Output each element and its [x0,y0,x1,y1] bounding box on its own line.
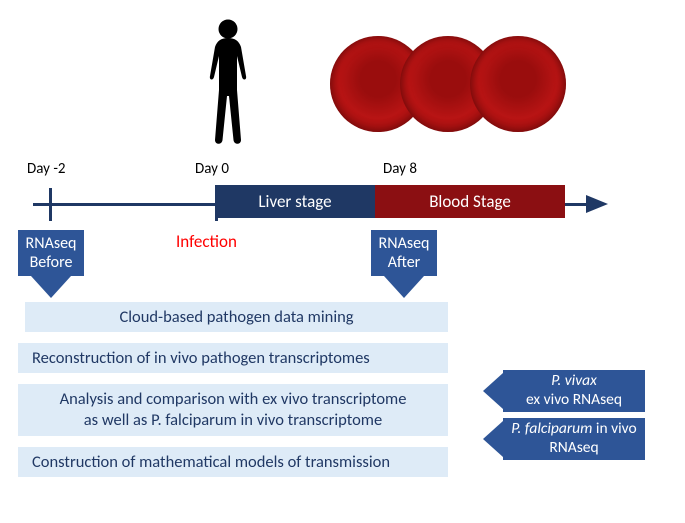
falciparum-triangle [483,421,503,457]
rnaseq-after-line1: RNAseq [379,234,430,253]
blood-cell-3 [470,36,566,132]
day-zero-label: Day 0 [195,160,229,178]
rnaseq-before-triangle [31,276,71,298]
falciparum-box: P. falciparum in vivo RNAseq [503,418,645,460]
step-1-text: Cloud-based pathogen data mining [119,307,353,327]
step-2-text: Reconstruction of in vivo pathogen trans… [32,348,370,368]
timeline-arrowhead [586,195,608,213]
step-3: Analysis and comparison with ex vivo tra… [18,384,448,436]
rnaseq-after-line2: After [388,253,420,272]
rnaseq-after-triangle [384,276,424,298]
falciparum-line2: RNAseq [549,439,598,458]
rnaseq-before-box: RNAseq Before [18,230,84,276]
human-figure [198,18,258,146]
rnaseq-before-line2: Before [30,253,73,272]
day-minus2-label: Day -2 [27,160,66,178]
step-1: Cloud-based pathogen data mining [25,302,448,332]
day-eight-label: Day 8 [383,160,417,178]
vivax-line1: P. vivax [551,372,597,391]
blood-stage-box: Blood Stage [375,185,565,218]
step-2: Reconstruction of in vivo pathogen trans… [18,343,448,373]
tick-day-minus2 [49,188,52,221]
vivax-box: P. vivax ex vivo RNAseq [503,370,645,412]
blood-stage-label: Blood Stage [429,191,511,212]
rnaseq-after-box: RNAseq After [371,230,437,276]
liver-stage-label: Liver stage [258,191,331,212]
rnaseq-before-line1: RNAseq [26,234,77,253]
liver-stage-box: Liver stage [215,185,375,218]
step-4: Construction of mathematical models of t… [18,447,448,477]
infection-label: Infection [176,231,237,252]
step-4-text: Construction of mathematical models of t… [32,452,390,472]
vivax-triangle [483,373,503,409]
step-3-text: Analysis and comparison with ex vivo tra… [60,389,407,430]
vivax-line2: ex vivo RNAseq [526,391,622,410]
falciparum-line1: P. falciparum in vivo [511,420,636,439]
